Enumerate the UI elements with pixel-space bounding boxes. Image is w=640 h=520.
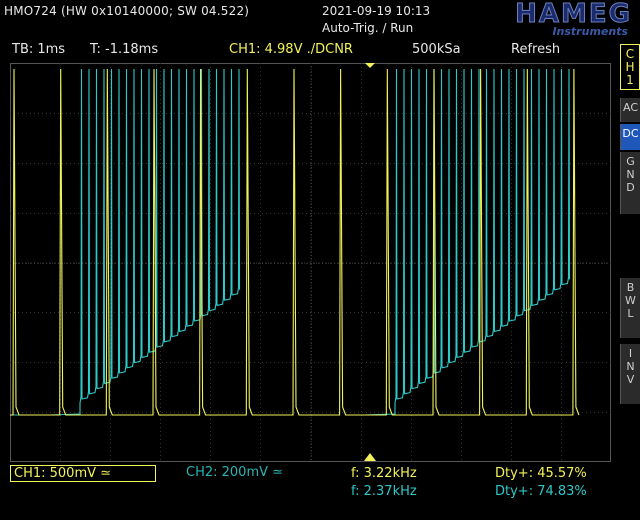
graticule — [10, 63, 611, 462]
bwl-letter-b: B — [626, 281, 635, 294]
datetime: 2021-09-19 10:13 — [322, 4, 431, 18]
sample-rate-readout: 500kSa — [412, 42, 461, 57]
ch2-frequency-readout: f: 2.37kHz — [351, 484, 417, 499]
ch2-waveform — [10, 68, 571, 416]
trigger-position-marker — [365, 63, 375, 68]
channel-number: 1 — [626, 73, 634, 87]
trigger-status: Auto-Trig. / Run — [322, 21, 414, 35]
ch1-frequency-readout: f: 3.22kHz — [351, 466, 417, 481]
ac-coupling-button[interactable]: AC — [620, 98, 640, 122]
dc-coupling-button[interactable]: DC — [620, 124, 640, 150]
status-bar: TB: 1ms T: -1.18ms CH1: 4.98V ./DCNR 500… — [0, 40, 612, 60]
logo-subtext: Instruments — [552, 25, 628, 38]
invert-button[interactable]: I N V — [620, 344, 640, 404]
channel-letter-c: C — [625, 47, 635, 61]
ch1-duty-readout: Dty+: 45.57% — [495, 466, 587, 481]
bottom-bar: CH1: 500mV ≃ CH2: 200mV ≃ f: 3.22kHz Dty… — [0, 462, 640, 520]
inv-letter-v: V — [626, 373, 635, 386]
gnd-letter-n: N — [626, 168, 635, 181]
channel-trigger-readout[interactable]: CH1: 4.98V ./DCNR — [229, 42, 353, 57]
waveform-display[interactable]: 1 — [10, 63, 611, 462]
timebase-readout[interactable]: TB: 1ms — [12, 42, 66, 57]
channel-letter-h: H — [625, 60, 635, 74]
trigger-bottom-marker — [364, 453, 376, 461]
top-bar: HMO724 (HW 0x10140000; SW 04.522) 2021-0… — [0, 0, 640, 40]
hameg-logo: HAMEG Instruments — [452, 0, 636, 38]
logo-text: HAMEG — [515, 0, 632, 29]
ch1-waveform — [10, 68, 580, 416]
inv-letter-n: N — [626, 360, 635, 373]
gnd-letter-d: D — [626, 181, 635, 194]
ch2-scale-readout[interactable]: CH2: 200mV ≃ — [186, 465, 284, 480]
trigger-time-readout[interactable]: T: -1.18ms — [90, 42, 159, 57]
scope-screen[interactable]: 1 — [10, 63, 611, 462]
inv-letter-i: I — [628, 347, 633, 360]
bwl-letter-l: L — [627, 307, 634, 320]
ch2-duty-readout: Dty+: 74.83% — [495, 484, 587, 499]
gnd-button[interactable]: G N D — [620, 152, 640, 214]
acquisition-mode[interactable]: Refresh — [511, 42, 561, 57]
device-info: HMO724 (HW 0x10140000; SW 04.522) — [4, 4, 250, 18]
ch1-scale-readout[interactable]: CH1: 500mV ≃ — [10, 465, 156, 482]
side-panel: C H 1 AC DC G N D B W L I N V — [620, 44, 640, 474]
gnd-letter-g: G — [626, 155, 635, 168]
bwl-letter-w: W — [625, 294, 636, 307]
bandwidth-limit-button[interactable]: B W L — [620, 278, 640, 338]
channel-indicator: C H 1 — [620, 44, 640, 90]
